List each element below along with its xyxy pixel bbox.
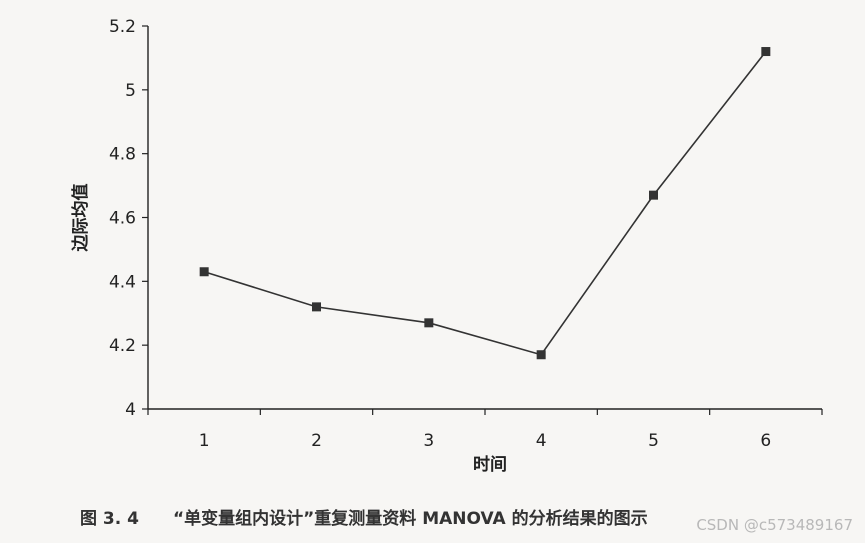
y-tick-label: 4.4 <box>109 272 136 292</box>
data-point <box>199 267 209 277</box>
y-tick-label: 5.2 <box>109 17 136 37</box>
y-tick-label: 4.8 <box>109 145 136 165</box>
data-point <box>424 318 434 328</box>
x-tick-label: 1 <box>199 431 210 451</box>
x-axis-title: 时间 <box>473 454 507 475</box>
chart-axes <box>147 26 822 410</box>
y-tick-label: 5 <box>125 81 136 101</box>
y-tick-label: 4.2 <box>109 336 136 356</box>
x-axis-ticks: 1 2 3 4 5 6 <box>147 409 823 451</box>
chart-series <box>199 47 771 360</box>
y-tick-label: 4.6 <box>109 209 136 229</box>
data-point <box>649 190 658 200</box>
figure-number: 图 3. 4 <box>80 509 139 529</box>
y-tick-label: 4 <box>125 400 136 420</box>
data-point <box>536 350 546 360</box>
figure-caption: 图 3. 4 “单变量组内设计”重复测量资料 MANOVA 的分析结果的图示 <box>80 504 648 529</box>
x-tick-label: 4 <box>536 431 547 451</box>
x-tick-label: 2 <box>311 431 322 451</box>
figure-caption-text: “单变量组内设计”重复测量资料 MANOVA 的分析结果的图示 <box>172 509 648 529</box>
data-point <box>761 47 771 57</box>
x-tick-label: 6 <box>760 431 771 451</box>
x-tick-label: 5 <box>648 431 659 451</box>
watermark: CSDN @c573489167 <box>696 516 853 534</box>
x-tick-label: 3 <box>423 431 434 451</box>
y-axis-ticks: 4 4.2 4.4 4.6 4.8 5 5.2 <box>109 17 148 420</box>
y-axis-title: 边际均值 <box>70 184 91 253</box>
series-line <box>203 51 767 356</box>
data-point <box>312 302 321 312</box>
